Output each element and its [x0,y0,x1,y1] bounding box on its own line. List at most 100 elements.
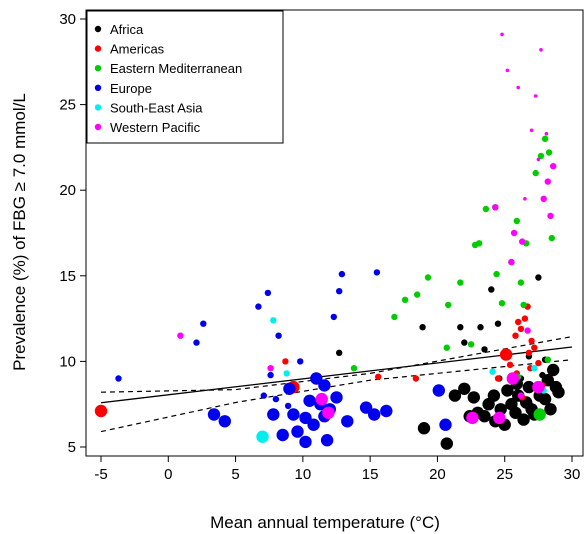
data-point [494,320,502,327]
data-point [330,313,337,321]
data-point [547,363,560,377]
data-point [255,303,262,310]
data-point [461,339,468,346]
data-points [94,32,565,450]
data-point [516,85,520,90]
plot-frame [85,9,584,457]
data-point [414,291,421,298]
data-point [541,135,549,142]
data-point [457,324,464,331]
data-point [552,386,565,399]
data-point [481,346,488,353]
data-point [267,408,280,421]
data-point [547,212,554,220]
data-point [373,269,381,276]
data-point [260,392,267,399]
legend-label: Europe [110,81,152,96]
y-tick-label: 5 [68,439,76,456]
data-point [412,375,420,382]
data-point [524,327,531,334]
series-americas [94,303,546,418]
data-point [517,325,525,333]
data-point [529,128,534,133]
x-tick-label: 0 [164,466,172,483]
legend-box [86,10,284,144]
regression-line [100,346,573,404]
data-point [272,395,280,403]
legend-label: Americas [110,42,165,57]
data-point [506,361,514,368]
data-point [544,178,551,185]
data-point [493,270,500,278]
legend-label: South-East Asia [110,100,203,115]
x-tick-label: -5 [94,466,107,483]
legend-marker [94,45,102,52]
data-point [318,379,331,392]
data-point [535,359,542,367]
data-point [550,163,557,170]
data-point [517,279,525,286]
y-tick-label: 30 [59,11,76,28]
data-point [264,289,272,297]
data-point [509,406,522,419]
data-point [375,373,382,380]
data-point [417,422,431,435]
data-point [207,408,221,421]
data-point [499,348,513,361]
data-point [297,358,304,365]
data-point [467,341,475,348]
data-point [193,339,200,346]
data-point [270,317,277,324]
data-point [467,391,480,404]
data-point [508,258,515,266]
data-point [532,169,539,177]
data-point [391,313,398,321]
data-point [533,94,538,98]
data-point [482,205,490,213]
legend-marker [94,104,102,111]
x-tick-label: 10 [295,466,312,483]
data-point [492,204,499,211]
data-point [515,318,522,326]
data-point [528,337,535,345]
data-point [276,428,289,442]
data-point [284,402,292,410]
data-point [510,229,518,237]
data-point [478,410,491,423]
confidence-band [100,336,573,433]
data-point [320,434,334,447]
data-point [322,406,335,419]
data-point [448,389,462,402]
data-point [440,437,453,450]
data-point [544,356,551,363]
data-point [359,401,373,414]
data-point [445,301,452,309]
y-tick-label: 15 [59,268,76,285]
data-point [545,149,553,156]
data-point [506,372,519,385]
legend-marker [94,65,102,72]
data-point [548,234,555,242]
data-point [498,300,506,307]
data-point [505,68,510,73]
data-point [283,370,290,377]
data-point [533,408,546,421]
data-point [282,358,289,365]
x-tick-label: 25 [496,466,513,483]
data-point [350,365,358,372]
data-point [538,392,552,406]
data-point [94,404,108,418]
data-point [380,404,393,418]
data-point [267,365,274,372]
data-point [307,418,320,431]
data-point [540,195,547,202]
data-point [341,415,354,428]
data-point [200,320,207,327]
data-point [338,270,346,278]
data-point [517,392,525,399]
legend-label: Africa [110,22,144,37]
series-europe [115,269,452,449]
data-point [218,415,231,428]
data-point [519,238,526,245]
x-tick-label: 20 [429,466,446,483]
